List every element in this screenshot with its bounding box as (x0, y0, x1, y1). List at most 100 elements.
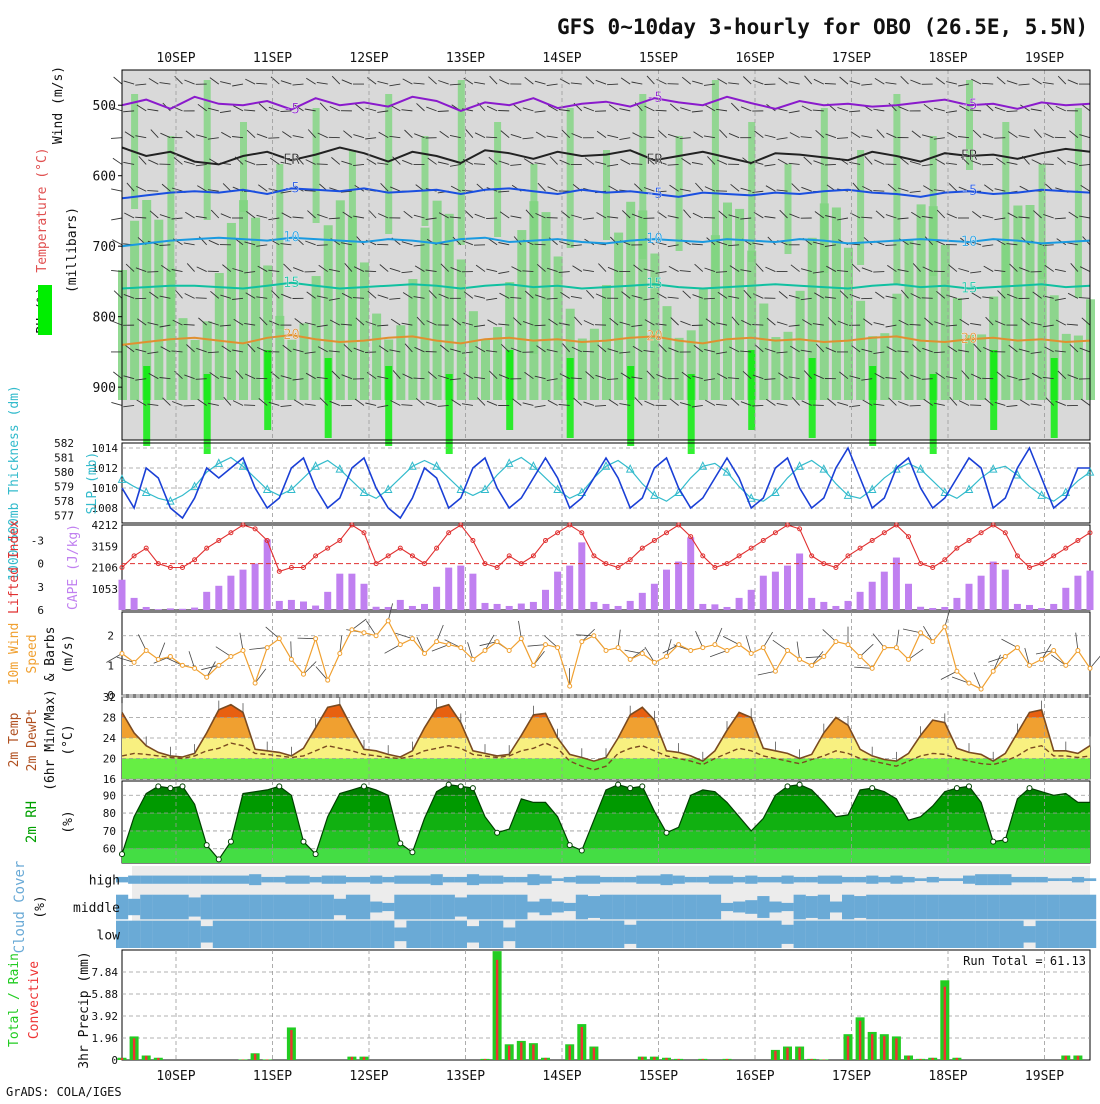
rh-band (953, 298, 962, 400)
cape-bar (1050, 604, 1057, 610)
cloud-high-cell (177, 876, 189, 884)
wind-speed-marker (798, 657, 802, 661)
wind-barb (317, 245, 328, 246)
precip-tick-3.92: 3.92 (92, 1010, 119, 1023)
cloud-middle-cell (648, 895, 660, 920)
wind-barb (704, 217, 715, 218)
rh2m-marker (967, 784, 972, 789)
ylabel-rh2m: 2m RH (24, 801, 40, 843)
wind-speed-marker (919, 631, 923, 635)
cloud-low-cell (915, 921, 927, 948)
cape-bar (227, 576, 234, 610)
cloud-middle-cell (406, 895, 418, 920)
rh-band (287, 340, 296, 400)
cloud-low-cell (249, 921, 261, 948)
cape-tick-2106: 2106 (92, 562, 119, 575)
wind-barb (607, 84, 618, 85)
cape-bar (566, 566, 573, 610)
rh2m-marker (797, 782, 802, 787)
ylabel-precip-conv: Convective (27, 961, 42, 1039)
wind-barb-10m (385, 645, 401, 654)
precip-conv-bar (956, 1058, 958, 1060)
rh-band-high (446, 374, 453, 454)
rh-band (313, 108, 320, 223)
cloud-middle-cell (310, 895, 322, 920)
cloud-high-cell (842, 877, 854, 882)
wind-speed-marker (314, 637, 318, 641)
wind-speed-marker (1052, 649, 1056, 653)
wind-barb-10m (723, 636, 739, 644)
wind-speed-marker (894, 646, 898, 650)
wind-barb-10m (298, 638, 316, 639)
wind-speed-marker (955, 669, 959, 673)
rh2m-marker (1003, 837, 1008, 842)
wind-barb (414, 378, 425, 379)
wind-speed-marker (302, 672, 306, 676)
wind-speed-marker (858, 654, 862, 658)
cloud-low-cell (951, 921, 963, 948)
wind-speed-marker (701, 646, 705, 650)
wind-barb (970, 405, 981, 406)
cloud-middle-cell (1072, 895, 1084, 920)
ylabel-temp2m-1: 2m DewPt (25, 709, 40, 772)
cloud-low-cell (600, 921, 612, 948)
wind-barb (268, 138, 279, 139)
rh-band-high (809, 358, 816, 438)
ylabel-wind10m-3: (m/s) (61, 634, 76, 673)
rh2m-marker (616, 782, 621, 787)
wind-barb-10m (216, 647, 231, 657)
rh-band-2m (122, 831, 1090, 849)
cloud-middle-cell (673, 895, 685, 920)
precip-conv-bar (641, 1057, 643, 1060)
cloud-middle-cell (612, 895, 624, 920)
cloud-high-cell (1036, 877, 1048, 882)
cloud-high-cell (697, 877, 709, 882)
li-tick-3: 3 (37, 581, 44, 594)
wind-speed-marker (556, 646, 560, 650)
cloud-middle-cell (636, 895, 648, 920)
cloud-high-cell (406, 876, 418, 884)
cloud-middle-cell (189, 897, 201, 916)
cloud-high-cell (540, 876, 552, 884)
rh2m-marker (228, 839, 233, 844)
wind-speed-marker (495, 640, 499, 644)
rh-band (1002, 122, 1009, 287)
rh-band (1013, 206, 1022, 400)
cloud-high-cell (225, 876, 237, 884)
precip-conv-bar (1077, 1056, 1079, 1060)
cape-bar (131, 598, 138, 610)
cloud-middle-cell (322, 895, 334, 920)
rh-band-high (688, 374, 695, 454)
cloud-low-cell (661, 921, 673, 948)
wind-speed-marker (217, 663, 221, 667)
wind-speed-marker (435, 640, 439, 644)
cloud-high-cell (503, 877, 515, 882)
precip-conv-bar (290, 1030, 292, 1060)
cloud-middle-cell (842, 895, 854, 920)
rh-band (771, 337, 780, 400)
cape-bar (518, 604, 525, 610)
cloud-middle-cell (588, 896, 600, 918)
cape-bar (905, 584, 912, 610)
precip-run-total: Run Total = 61.13 (963, 954, 1086, 968)
cloud-middle-cell (999, 895, 1011, 920)
rh-band (675, 338, 684, 400)
cloud-low-cell (564, 921, 576, 948)
cape-bar (203, 592, 210, 610)
wind-barb-10m (923, 626, 932, 641)
precip-tick-0: 0 (111, 1054, 118, 1067)
cape-bar (469, 574, 476, 610)
wind-speed-marker (991, 669, 995, 673)
cape-bar (941, 607, 948, 610)
precip-conv-bar (520, 1042, 522, 1060)
cloud-low-cell (733, 921, 745, 948)
wind-speed-marker (931, 640, 935, 644)
cloud-low-cell (225, 921, 237, 948)
precip-conv-bar (883, 1036, 885, 1060)
cloud-middle-cell (697, 895, 709, 920)
cape-bar (663, 570, 670, 610)
precip-conv-bar (581, 1027, 583, 1060)
rh2m-marker (579, 848, 584, 853)
rh-band (917, 204, 926, 400)
